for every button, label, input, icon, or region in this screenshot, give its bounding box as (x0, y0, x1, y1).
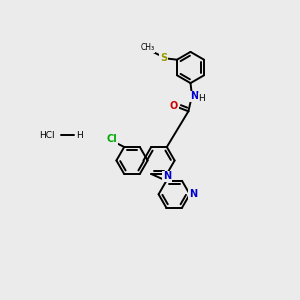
Text: O: O (170, 101, 178, 111)
Text: CH₃: CH₃ (141, 43, 155, 52)
Text: HCl: HCl (39, 130, 54, 140)
Text: N: N (163, 171, 171, 182)
Text: N: N (189, 189, 197, 199)
Text: H: H (198, 94, 205, 103)
Text: S: S (160, 53, 167, 63)
Text: Cl: Cl (106, 134, 117, 144)
Text: N: N (190, 91, 198, 101)
Text: H: H (76, 130, 83, 140)
